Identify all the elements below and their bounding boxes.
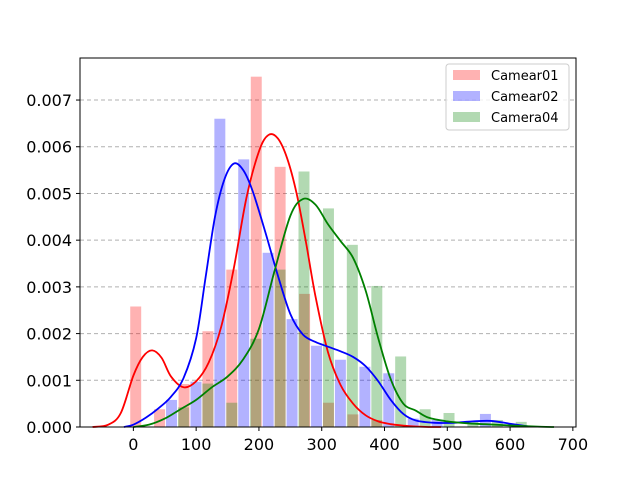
histogram-bar (322, 402, 334, 427)
kde-curve-line (92, 133, 442, 428)
histogram-bar (202, 331, 214, 427)
histogram-bar (286, 319, 298, 427)
histogram-bar (371, 419, 383, 427)
kde-layer (92, 133, 555, 428)
histogram-bar (166, 399, 177, 427)
legend-swatch (453, 112, 480, 122)
histogram-bar (130, 306, 142, 427)
kde-curve-line (123, 162, 530, 428)
y-tick-label: 0.005 (26, 184, 72, 203)
histogram-bar (359, 366, 371, 427)
histogram-bar (322, 208, 334, 427)
histogram-bar (383, 373, 395, 427)
axes-layer: 0 100 200 300 400 500 600 700 0.000 0.001 0.002 0.0… (26, 91, 588, 454)
histogram-bar (238, 159, 250, 428)
histogram-bar (226, 269, 238, 427)
y-tick-label: 0.004 (26, 231, 72, 250)
x-tick-label: 300 (306, 435, 337, 454)
y-tick-label: 0.001 (26, 371, 72, 390)
histogram-bar (177, 407, 189, 427)
histogram-bar (226, 402, 238, 427)
histogram-bar (299, 293, 311, 427)
legend-label: Camera04 (491, 111, 559, 126)
histogram-bar (274, 269, 286, 427)
x-tick-label: 200 (244, 435, 275, 454)
histogram-bar (250, 76, 262, 428)
plot-frame (79, 57, 577, 428)
histogram-bar (371, 285, 383, 427)
histogram-bar (262, 252, 274, 427)
histogram-bar (515, 421, 527, 427)
legend-swatch (453, 91, 480, 101)
x-tick-label: 400 (369, 435, 400, 454)
histogram-bar (178, 384, 190, 427)
histogram-bar (346, 244, 358, 427)
legend-label: Camear02 (491, 90, 559, 105)
histogram-bar (274, 166, 286, 427)
y-tick-label: 0.003 (26, 278, 72, 297)
histogram-bar (407, 418, 419, 427)
histogram-bar (419, 409, 431, 427)
kde-curve-line (133, 197, 555, 428)
legend: Camear01 Camear02 Camera04 (445, 63, 570, 131)
x-tick-label: 600 (495, 435, 526, 454)
legend-label: Camear01 (491, 69, 559, 84)
x-tick-label: 0 (128, 435, 138, 454)
y-tick-label: 0.006 (26, 138, 72, 157)
histogram-bar (154, 409, 166, 427)
histogram-bar (250, 338, 262, 427)
x-tick-label: 700 (558, 435, 589, 454)
histogram-bar (202, 383, 214, 427)
histogram-bar (214, 118, 226, 427)
histogram-bar (334, 359, 346, 427)
legend-swatch (453, 70, 480, 80)
histogram-bar (395, 356, 407, 427)
histogram-bar (190, 381, 202, 427)
y-tick-label: 0.000 (26, 418, 72, 437)
x-tick-label: 500 (432, 435, 463, 454)
histogram-bar (347, 414, 359, 427)
histogram-bar (311, 345, 323, 427)
y-tick-label: 0.007 (26, 91, 72, 110)
histogram-bar (443, 412, 455, 427)
histogram-bar (298, 171, 310, 427)
legend-box (445, 63, 570, 131)
histogram-bar (491, 419, 503, 427)
x-tick-label: 100 (181, 435, 212, 454)
y-tick-label: 0.002 (26, 325, 72, 344)
